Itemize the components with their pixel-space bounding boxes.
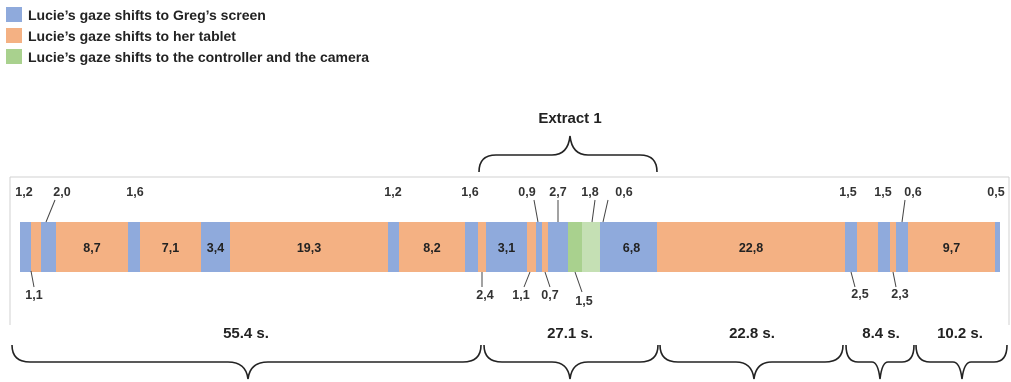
segment-screen <box>486 222 527 272</box>
segment-screen <box>606 222 657 272</box>
segment-tablet <box>31 222 41 272</box>
segment-screen <box>201 222 230 272</box>
segment-screen <box>41 222 56 272</box>
segment-controller <box>568 222 582 272</box>
duration-brace-4 <box>845 344 915 380</box>
leader-line <box>901 199 906 223</box>
duration-label-2: 27.1 s. <box>547 325 593 342</box>
segment-value-label: 3,4 <box>207 241 224 255</box>
segment-screen <box>600 222 606 272</box>
segment-tablet <box>857 222 878 272</box>
duration-label-3: 22.8 s. <box>729 325 775 342</box>
legend-label-controller: Lucie’s gaze shifts to the controller an… <box>28 48 370 65</box>
segment-value-label: 6,8 <box>623 241 640 255</box>
segment-value-label: 19,3 <box>297 241 321 255</box>
leader-line <box>544 271 551 288</box>
segment-value-label: 1,6 <box>461 185 478 199</box>
segment-value-label: 2,5 <box>851 287 868 301</box>
segment-value-label: 1,5 <box>575 294 592 308</box>
segment-value-label: 0,6 <box>904 185 921 199</box>
segment-value-label: 0,9 <box>518 185 535 199</box>
segment-screen <box>20 222 31 272</box>
duration-brace-5 <box>915 344 1008 380</box>
leader-line <box>45 199 56 223</box>
leader-line <box>533 199 539 223</box>
legend-label-tablet: Lucie’s gaze shifts to her tablet <box>28 27 236 44</box>
duration-label-5: 10.2 s. <box>937 325 983 342</box>
legend-swatch-controller <box>6 49 22 64</box>
segment-screen <box>995 222 1000 272</box>
leader-line <box>574 271 583 293</box>
leader-line <box>591 199 596 223</box>
segment-tablet <box>230 222 388 272</box>
segment-value-label: 7,1 <box>162 241 179 255</box>
segment-screen <box>845 222 857 272</box>
segment-tablet <box>542 222 548 272</box>
segment-value-label: 1,2 <box>15 185 32 199</box>
segment-screen <box>878 222 890 272</box>
segment-value-label: 1,2 <box>384 185 401 199</box>
segment-value-label: 2,7 <box>549 185 566 199</box>
segment-screen <box>548 222 568 272</box>
legend-item-screen: Lucie’s gaze shifts to Greg’s screen <box>6 4 369 25</box>
extract-label: Extract 1 <box>538 110 601 127</box>
segment-value-label: 1,5 <box>874 185 891 199</box>
segment-controller_light <box>582 222 600 272</box>
segment-tablet <box>399 222 465 272</box>
legend-item-tablet: Lucie’s gaze shifts to her tablet <box>6 25 369 46</box>
segment-value-label: 22,8 <box>739 241 763 255</box>
segment-labels: 1,2 1,1 2,0 8,7 1,6 7,1 3,4 19,3 1,2 8,2 1,6 2,4 3,1… <box>15 185 1004 308</box>
leader-line <box>892 271 897 288</box>
segment-value-label: 1,8 <box>581 185 598 199</box>
segment-value-label: 3,1 <box>498 241 515 255</box>
segment-tablet <box>890 222 896 272</box>
extract-brace <box>478 135 658 173</box>
segment-tablet <box>56 222 128 272</box>
segment-value-label: 1,1 <box>512 288 529 302</box>
segment-tablet <box>657 222 845 272</box>
segment-value-label: 1,6 <box>126 185 143 199</box>
segment-value-label: 1,5 <box>839 185 856 199</box>
duration-label-4: 8.4 s. <box>862 325 900 342</box>
segment-value-label: 8,7 <box>83 241 100 255</box>
duration-label-1: 55.4 s. <box>223 325 269 342</box>
legend-label-screen: Lucie’s gaze shifts to Greg’s screen <box>28 6 266 23</box>
leader-line <box>30 270 35 288</box>
segment-value-label: 2,3 <box>891 287 908 301</box>
segment-tablet <box>478 222 486 272</box>
segment-screen <box>536 222 542 272</box>
segment-value-label: 2,4 <box>476 288 493 302</box>
leader-line <box>523 271 531 288</box>
segment-value-label: 2,0 <box>53 185 70 199</box>
segment-value-label: 1,1 <box>25 288 42 302</box>
segment-screen <box>128 222 140 272</box>
segment-tablet <box>140 222 201 272</box>
legend: Lucie’s gaze shifts to Greg’s screen Luc… <box>6 4 369 67</box>
segment-tablet <box>908 222 995 272</box>
segment-screen <box>388 222 399 272</box>
duration-brace-3 <box>659 344 844 380</box>
segment-tablet <box>527 222 536 272</box>
segment-screen <box>896 222 908 272</box>
leader-line <box>602 199 609 223</box>
segment-value-label: 8,2 <box>423 241 440 255</box>
duration-brace-1 <box>11 344 482 380</box>
timeline-bar <box>20 222 1000 272</box>
segment-value-label: 0,6 <box>615 185 632 199</box>
legend-item-controller: Lucie’s gaze shifts to the controller an… <box>6 46 369 67</box>
segment-screen <box>465 222 478 272</box>
leader-line <box>850 271 856 288</box>
segment-value-label: 0,5 <box>987 185 1004 199</box>
legend-swatch-tablet <box>6 28 22 43</box>
segment-value-label: 0,7 <box>541 288 558 302</box>
duration-brace-2 <box>483 344 659 380</box>
segment-value-label: 9,7 <box>943 241 960 255</box>
legend-swatch-screen <box>6 7 22 22</box>
